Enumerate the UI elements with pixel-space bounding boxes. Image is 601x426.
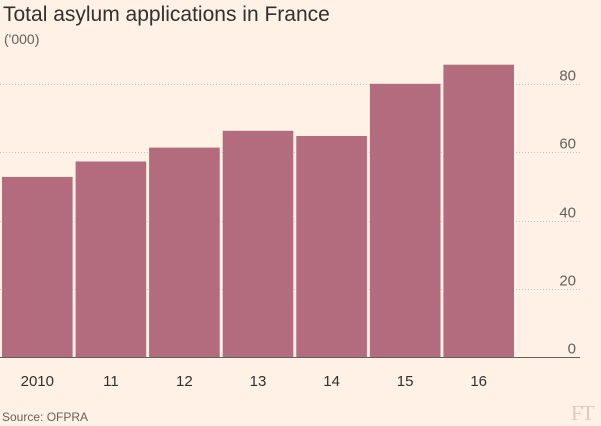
source-note: Source: OFPRA xyxy=(2,410,89,424)
y-tick-label: 20 xyxy=(559,273,576,290)
y-tick-label: 40 xyxy=(559,205,576,222)
y-tick-label: 60 xyxy=(559,136,576,153)
bar xyxy=(2,176,73,357)
x-tick-label: 14 xyxy=(323,373,340,390)
bar xyxy=(369,83,441,358)
bar xyxy=(75,161,147,357)
ft-logo: FT xyxy=(571,401,594,425)
chart-title: Total asylum applications in France xyxy=(3,3,330,26)
bar xyxy=(222,130,294,357)
y-tick-label: 80 xyxy=(559,68,576,85)
x-tick-label: 12 xyxy=(176,373,193,390)
x-tick-label: 16 xyxy=(470,373,487,390)
x-tick-label: 13 xyxy=(250,373,267,390)
bar xyxy=(149,147,220,357)
bars xyxy=(2,64,514,358)
x-tick-label: 2010 xyxy=(21,373,54,390)
axes: 0 20 40 60 80 2010 11 12 13 14 15 16 xyxy=(0,68,580,390)
bar xyxy=(443,64,514,357)
x-tick-label: 15 xyxy=(397,373,414,390)
x-tick-label: 11 xyxy=(103,373,119,390)
y-tick-label: 0 xyxy=(568,341,576,358)
chart-subtitle: ('000) xyxy=(4,31,40,47)
bar xyxy=(296,136,367,357)
